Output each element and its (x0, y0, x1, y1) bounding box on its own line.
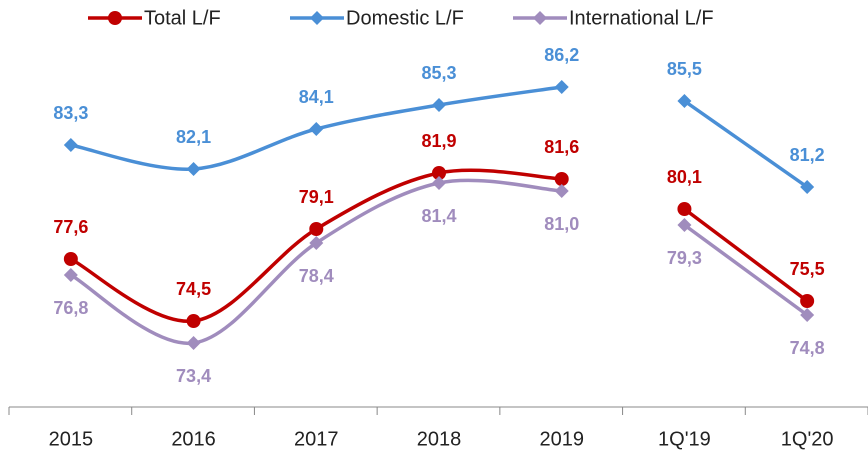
marker (63, 252, 78, 266)
marker (800, 180, 815, 194)
data-label: 81,4 (421, 206, 456, 226)
data-label: 82,1 (176, 127, 211, 147)
legend-label: Total L/F (144, 7, 221, 29)
marker (309, 236, 324, 250)
data-label: 76,8 (53, 298, 88, 318)
series-line (683, 223, 809, 317)
marker (63, 138, 78, 152)
x-tick-label: 1Q'19 (658, 428, 711, 450)
legend-marker (533, 11, 547, 25)
marker (309, 222, 324, 236)
x-tick-label: 2017 (294, 428, 339, 450)
marker (186, 336, 201, 350)
marker (800, 294, 815, 308)
data-label: 74,5 (176, 279, 211, 299)
marker (554, 184, 569, 198)
data-label: 75,5 (790, 259, 825, 279)
marker (677, 218, 692, 232)
marker (554, 172, 569, 186)
data-label: 77,6 (53, 217, 88, 237)
series-line (683, 99, 809, 189)
data-label: 74,8 (790, 338, 825, 358)
data-label: 81,0 (544, 214, 579, 234)
legend-marker (310, 11, 324, 25)
series-line (69, 178, 562, 345)
legend-marker (108, 11, 122, 25)
marker (800, 308, 815, 322)
marker (677, 94, 692, 108)
data-label: 78,4 (299, 266, 334, 286)
x-tick-label: 2019 (539, 428, 584, 450)
legend-label: International L/F (569, 7, 714, 29)
marker (554, 80, 569, 94)
marker (186, 314, 201, 328)
data-label: 85,5 (667, 59, 702, 79)
data-label: 73,4 (176, 366, 211, 386)
data-label: 81,2 (790, 145, 825, 165)
data-label: 83,3 (53, 103, 88, 123)
data-label: 81,6 (544, 137, 579, 157)
marker (186, 162, 201, 176)
legend-label: Domestic L/F (346, 7, 464, 29)
series-line (683, 207, 809, 303)
marker (432, 166, 446, 180)
data-label: 85,3 (421, 63, 456, 83)
marker (677, 202, 692, 216)
data-label: 84,1 (299, 87, 334, 107)
data-label: 79,1 (299, 187, 334, 207)
data-label: 86,2 (544, 45, 579, 65)
x-tick-label: 2018 (417, 428, 462, 450)
marker (432, 98, 446, 112)
x-tick-label: 1Q'20 (781, 428, 834, 450)
data-label: 79,3 (667, 248, 702, 268)
x-tick-label: 2015 (49, 428, 94, 450)
marker (63, 268, 78, 282)
marker (309, 122, 324, 136)
data-label: 81,9 (421, 131, 456, 151)
marker (432, 176, 446, 190)
data-label: 80,1 (667, 167, 702, 187)
x-tick-label: 2016 (171, 428, 216, 450)
